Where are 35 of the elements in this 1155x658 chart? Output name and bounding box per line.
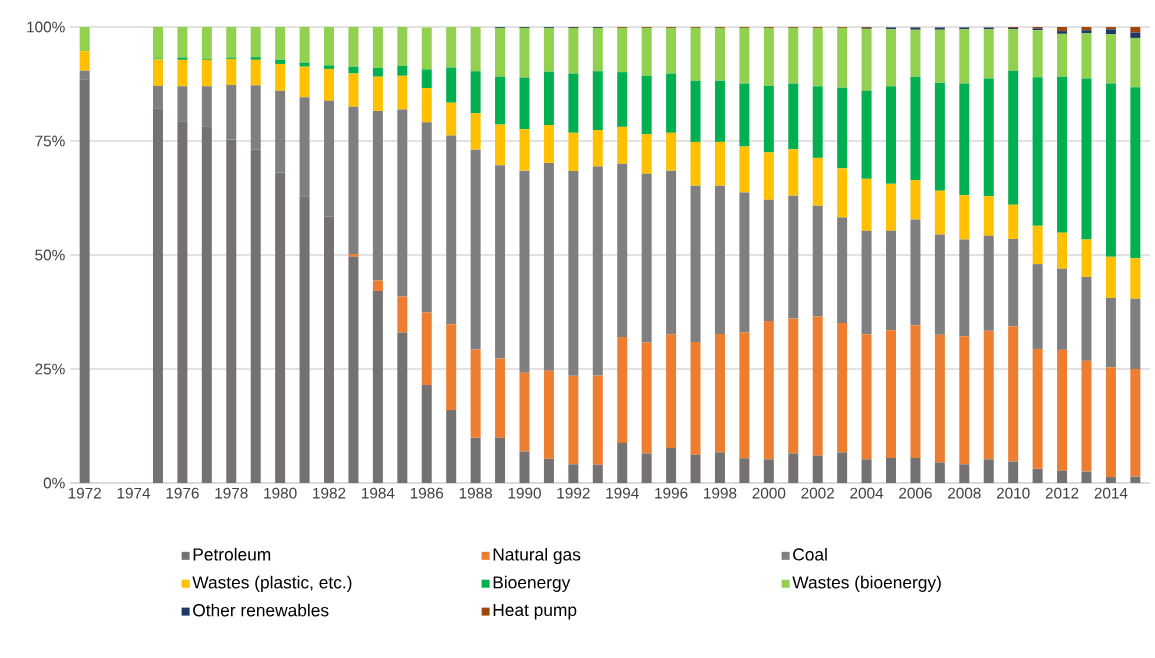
x-tick-label: 1980: [264, 487, 297, 499]
y-tick-label: 100%: [27, 21, 65, 33]
x-tick-label: 2010: [996, 487, 1030, 499]
legend-label: Wastes (plastic, etc.): [192, 575, 352, 592]
x-tick-label: 1986: [410, 487, 444, 499]
x-tick-label: 1984: [362, 487, 395, 499]
x-tick-label: 1988: [459, 487, 492, 499]
x-tick-label: 1978: [215, 487, 248, 499]
x-tick-label: 2000: [752, 487, 786, 499]
y-tick-label: 25%: [35, 363, 65, 375]
y-tick-label: 0%: [43, 477, 65, 489]
x-tick-label: 1972: [68, 487, 101, 499]
legend-label: Petroleum: [193, 547, 271, 561]
x-tick-label: 1974: [117, 487, 151, 499]
x-tick-label: 2012: [1045, 487, 1079, 499]
legend-label: Coal: [793, 547, 827, 561]
x-tick-label: 2006: [899, 487, 932, 499]
y-tick-label: 50%: [35, 249, 65, 261]
x-tick-label: 1996: [655, 487, 688, 499]
legend-label: Natural gas: [493, 547, 581, 565]
x-tick-label: 1998: [704, 487, 737, 499]
x-tick-label: 1992: [557, 487, 590, 499]
x-tick-label: 2002: [801, 487, 834, 499]
x-tick-label: 2014: [1094, 487, 1128, 499]
legend-label: Heat pump: [493, 603, 577, 620]
legend-label: Bioenergy: [493, 575, 571, 592]
legend-label: Wastes (bioenergy): [792, 575, 941, 592]
legend-label: Other renewables: [193, 603, 329, 617]
x-tick-label: 1990: [508, 487, 541, 499]
y-tick-label: 75%: [35, 135, 65, 147]
x-tick-label: 1994: [606, 487, 639, 499]
x-tick-label: 1976: [166, 487, 199, 499]
x-tick-label: 2008: [948, 487, 981, 499]
x-tick-label: 2004: [850, 487, 884, 499]
x-tick-label: 1982: [313, 487, 346, 499]
